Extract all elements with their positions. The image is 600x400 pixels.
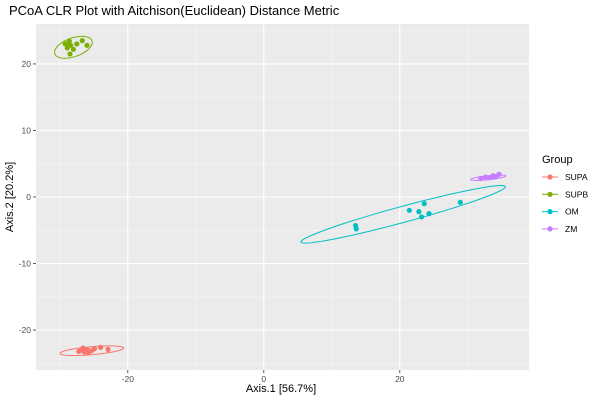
legend-key-supb [542,191,558,197]
y-tick-label: 10 [22,125,32,135]
y-axis-ticks: -20 -10 0 10 20 [19,59,36,335]
legend-key-supa [542,174,558,180]
legend: Group SUPA SUPB OM ZM [542,154,588,234]
y-tick-label: -10 [19,259,32,269]
point-om [418,214,425,220]
y-tick-label: 0 [26,192,31,202]
x-tick-label: 0 [261,374,266,384]
point-om [421,201,427,207]
x-tick-label: 20 [395,374,405,384]
point-supb [65,42,71,48]
point-om [426,211,432,217]
legend-label-supa: SUPA [565,172,588,182]
legend-key-point [547,191,553,197]
point-supa [105,346,111,352]
point-zm [478,175,484,181]
point-supb [79,38,85,44]
point-zm [496,171,502,177]
point-supb [67,51,73,57]
grid-major [36,24,529,370]
point-supb [74,41,80,47]
point-zm [491,174,497,180]
legend-key-zm [542,226,558,232]
y-tick-label: -20 [19,325,32,335]
ellipse-om [300,185,506,244]
legend-key-om [542,209,558,215]
y-tick-label: 20 [22,59,32,69]
data-points [62,38,502,356]
point-om [457,199,463,205]
ellipse-supb [54,35,93,59]
y-axis-title: Axis.2 [20.2%] [4,162,16,232]
legend-label-zm: ZM [565,224,577,234]
plot-area [36,24,529,370]
point-om [353,226,359,232]
point-om [406,207,412,213]
legend-label-supb: SUPB [565,189,588,199]
point-supa [85,350,91,356]
legend-key-point [547,226,553,232]
ellipse-supa [59,345,125,357]
x-axis-title: Axis.1 [56.7%] [246,383,316,395]
x-axis-ticks: -20 0 20 [122,370,405,384]
point-zm [482,174,489,180]
point-supb [70,46,76,52]
point-supa [91,346,98,352]
point-om [416,209,422,215]
legend-items: SUPA SUPB OM ZM [542,172,588,234]
legend-key-point [547,174,553,180]
chart-title: PCoA CLR Plot with Aitchison(Euclidean) … [9,3,340,18]
point-supa [80,345,86,351]
point-supa [98,344,104,350]
x-tick-label: -20 [122,374,135,384]
legend-title: Group [542,154,573,166]
legend-label-om: OM [565,207,579,217]
legend-key-point [547,209,553,215]
point-supb [84,42,90,48]
